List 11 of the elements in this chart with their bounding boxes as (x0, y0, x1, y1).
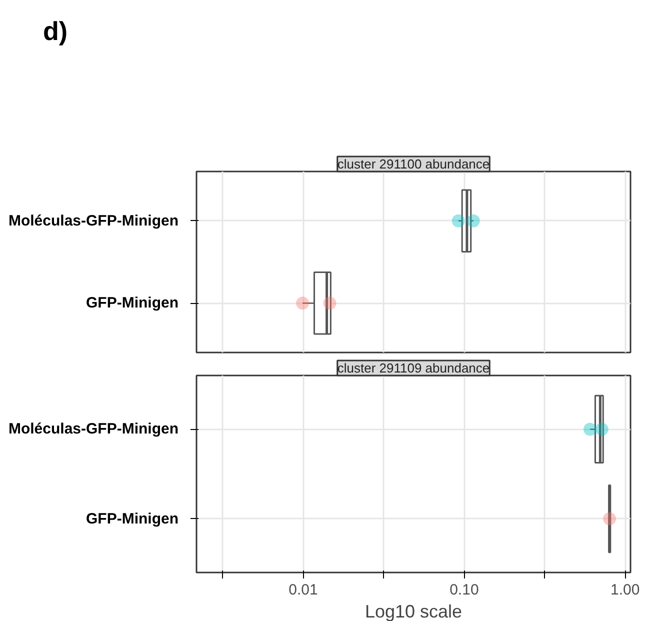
y-tick-label: GFP-Minigen (86, 510, 179, 528)
x-axis-title: Log10 scale (364, 602, 462, 621)
x-tick-label: 0.01 (288, 582, 318, 598)
x-tick-label: 0.10 (450, 582, 479, 598)
y-tick-label: GFP-Minigen (86, 294, 179, 312)
text: d) (42, 15, 68, 48)
y-tick-label: Moléculas-GFP-Minigen (8, 212, 179, 230)
chart-title: cluster 291100 abundance (337, 156, 490, 172)
x-tick-label: 1.00 (610, 582, 640, 598)
chart-title: cluster 291109 abundance (337, 360, 490, 376)
y-tick-label: Moléculas-GFP-Minigen (8, 420, 179, 438)
